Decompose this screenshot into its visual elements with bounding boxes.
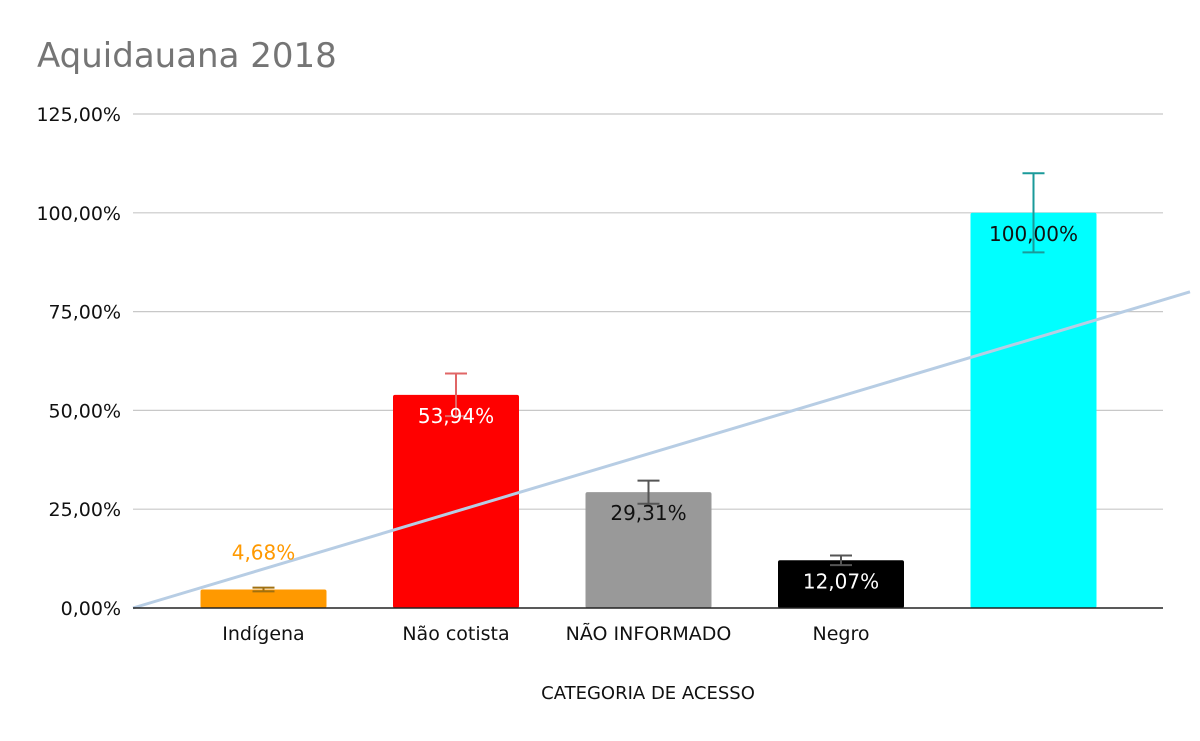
bar [393, 394, 519, 608]
error-bar [445, 372, 467, 418]
x-tick-label: Indígena [222, 623, 304, 645]
x-axis-categories: Indígena Não cotista NÃO INFORMADO Negro [222, 622, 869, 645]
data-label: 29,31% [610, 501, 686, 525]
data-label: 53,94% [418, 404, 494, 428]
error-bar [1022, 172, 1045, 254]
y-tick-label: 0,00% [61, 598, 121, 620]
chart-title: Aquidauana 2018 [37, 36, 337, 76]
x-tick-label: Não cotista [402, 623, 509, 645]
trendline [132, 290, 1191, 610]
data-label: 12,07% [803, 569, 879, 593]
bar [585, 492, 712, 608]
bar [778, 560, 904, 608]
y-tick-label: 100,00% [36, 203, 121, 225]
y-tick-label: 25,00% [49, 499, 121, 521]
x-tick-label: Negro [813, 623, 870, 645]
bar [200, 589, 327, 608]
trendline-layer [132, 290, 1191, 610]
x-tick-label: NÃO INFORMADO [566, 622, 732, 645]
error-bar [830, 554, 852, 567]
error-bars [252, 172, 1045, 593]
x-axis-title: CATEGORIA DE ACESSO [541, 683, 755, 704]
error-bar [252, 586, 275, 593]
y-axis-ticks: 0,00% 25,00% 50,00% 75,00% 100,00% 125,00% [36, 104, 121, 620]
data-labels: 4,68% 53,94% 29,31% 12,07% 100,00% [232, 222, 1078, 593]
data-label: 4,68% [232, 541, 296, 565]
y-tick-label: 50,00% [49, 400, 121, 422]
data-label: 100,00% [989, 222, 1078, 246]
y-tick-label: 75,00% [49, 302, 121, 324]
y-tick-label: 125,00% [36, 104, 121, 126]
error-bar [637, 479, 660, 505]
bar [970, 212, 1097, 609]
bars [200, 212, 1097, 609]
